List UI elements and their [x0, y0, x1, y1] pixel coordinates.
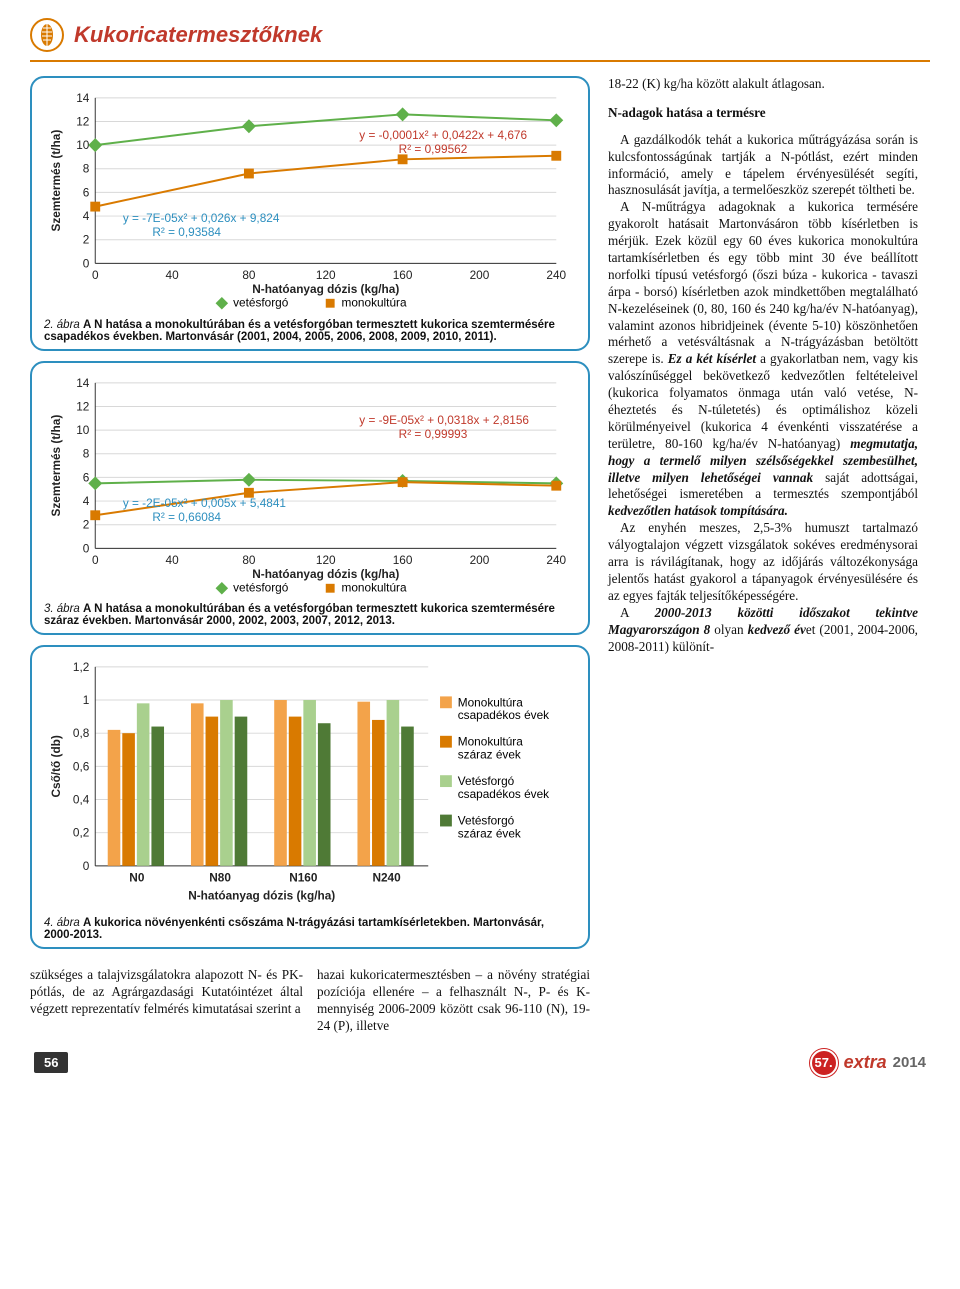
svg-text:Vetésforgószáraz évek: Vetésforgószáraz évek	[458, 814, 521, 841]
svg-text:N0: N0	[129, 871, 145, 885]
svg-text:8: 8	[83, 162, 90, 176]
svg-text:Vetésforgócsapadékos évek: Vetésforgócsapadékos évek	[458, 774, 549, 801]
svg-text:8: 8	[83, 446, 90, 460]
svg-text:2: 2	[83, 233, 90, 247]
svg-text:0: 0	[83, 859, 90, 873]
svg-text:0: 0	[92, 268, 99, 282]
svg-text:4: 4	[83, 494, 90, 508]
svg-text:40: 40	[166, 553, 180, 567]
svg-text:0: 0	[83, 541, 90, 555]
svg-text:160: 160	[393, 553, 413, 567]
right-p3: A N-műtrágya adagoknak a kukorica termés…	[608, 199, 918, 520]
figure-3: 0 2 4 6 8 10 12 14 0 40 80 120 160 200 240 y = -2E-05x²…	[30, 361, 590, 636]
svg-text:2: 2	[83, 517, 90, 531]
right-h2: N-adagok hatása a termésre	[608, 105, 918, 122]
svg-text:160: 160	[393, 268, 413, 282]
svg-text:40: 40	[166, 268, 180, 282]
below-left-text: szükséges a talajvizsgálatokra alapozott…	[30, 967, 303, 1018]
svg-text:R² = 0,66084: R² = 0,66084	[152, 509, 221, 523]
svg-text:6: 6	[83, 470, 90, 484]
svg-text:R² = 0,99993: R² = 0,99993	[399, 427, 468, 441]
svg-text:y = -2E-05x² + 0,005x + 5,4841: y = -2E-05x² + 0,005x + 5,4841	[123, 496, 286, 510]
svg-text:N160: N160	[289, 871, 318, 885]
svg-text:0,8: 0,8	[73, 726, 90, 740]
svg-text:R² = 0,93584: R² = 0,93584	[152, 225, 221, 239]
issue-badge-icon: 57.	[810, 1049, 838, 1077]
svg-text:Szemtermés (t/ha): Szemtermés (t/ha)	[49, 414, 63, 516]
svg-text:Monokultúraszáraz évek: Monokultúraszáraz évek	[458, 735, 523, 762]
figure-4: 0 0,2 0,4 0,6 0,8 1 1,2 N0 N80 N160 N240 N-hatóanya…	[30, 645, 590, 949]
figure-4-caption: 4. ábra A kukorica növényenkénti csőszám…	[44, 917, 576, 941]
svg-text:1: 1	[83, 693, 90, 707]
svg-text:120: 120	[316, 268, 336, 282]
svg-text:80: 80	[242, 268, 256, 282]
svg-text:y = -0,0001x² + 0,0422x + 4,67: y = -0,0001x² + 0,0422x + 4,676	[359, 128, 527, 142]
svg-text:6: 6	[83, 185, 90, 199]
svg-text:vetésforgó: vetésforgó	[233, 580, 289, 594]
svg-text:200: 200	[470, 553, 490, 567]
svg-text:Szemtermés (t/ha): Szemtermés (t/ha)	[49, 130, 63, 232]
svg-text:y = -9E-05x² + 0,0318x + 2,815: y = -9E-05x² + 0,0318x + 2,8156	[359, 413, 529, 427]
svg-text:10: 10	[76, 423, 90, 437]
page-header: Kukoricatermesztőknek	[30, 18, 930, 52]
svg-text:10: 10	[76, 138, 90, 152]
svg-text:0: 0	[83, 256, 90, 270]
svg-text:vetésforgó: vetésforgó	[233, 296, 289, 310]
svg-text:240: 240	[546, 268, 566, 282]
page-number: 56	[34, 1052, 68, 1073]
svg-text:1,2: 1,2	[73, 660, 89, 674]
corn-logo-icon	[30, 18, 64, 52]
svg-text:240: 240	[546, 553, 566, 567]
svg-text:N-hatóanyag dózis (kg/ha): N-hatóanyag dózis (kg/ha)	[188, 889, 335, 903]
svg-text:80: 80	[242, 553, 256, 567]
svg-text:4: 4	[83, 209, 90, 223]
below-right-text: hazai kukoricatermesztésben – a növény s…	[317, 967, 590, 1035]
footer: 56 57. extra 2014	[30, 1049, 930, 1077]
figure-2: 0 2 4 6 8 10 12 14 0 40 80 120 160 200 240 y = -7E-05x²…	[30, 76, 590, 351]
svg-text:N-hatóanyag dózis (kg/ha): N-hatóanyag dózis (kg/ha)	[252, 282, 399, 296]
svg-text:0,4: 0,4	[73, 793, 90, 807]
svg-text:0,6: 0,6	[73, 759, 90, 773]
below-fig-columns: szükséges a talajvizsgálatokra alapozott…	[30, 967, 590, 1035]
svg-text:14: 14	[76, 375, 90, 389]
footer-brand: 57. extra 2014	[810, 1049, 926, 1077]
figure-3-caption: 3. ábra A N hatása a monokultúrában és a…	[44, 603, 576, 627]
svg-text:N80: N80	[209, 871, 231, 885]
header-title: Kukoricatermesztőknek	[74, 22, 322, 48]
svg-text:12: 12	[76, 399, 89, 413]
right-p4: Az enyhén meszes, 2,5-3% humuszt tartalm…	[608, 520, 918, 604]
right-p5: A 2000-2013 közötti időszakot tekintve M…	[608, 605, 918, 656]
svg-text:Monokultúracsapadékos évek: Monokultúracsapadékos évek	[458, 695, 549, 722]
svg-text:0,2: 0,2	[73, 826, 89, 840]
svg-text:120: 120	[316, 553, 336, 567]
right-p1: 18-22 (K) kg/ha között alakult átlagosan…	[608, 76, 918, 93]
svg-text:y = -7E-05x² + 0,026x + 9,824: y = -7E-05x² + 0,026x + 9,824	[123, 211, 280, 225]
svg-text:monokultúra: monokultúra	[342, 580, 407, 594]
svg-text:12: 12	[76, 114, 89, 128]
svg-text:Cső/tő (db): Cső/tő (db)	[49, 735, 63, 797]
svg-text:14: 14	[76, 91, 90, 105]
svg-text:N-hatóanyag dózis (kg/ha): N-hatóanyag dózis (kg/ha)	[252, 566, 399, 580]
svg-text:N240: N240	[372, 871, 401, 885]
svg-text:0: 0	[92, 553, 99, 567]
svg-text:200: 200	[470, 268, 490, 282]
right-column: 18-22 (K) kg/ha között alakult átlagosan…	[608, 76, 918, 1035]
header-rule	[30, 60, 930, 62]
svg-text:monokultúra: monokultúra	[342, 296, 407, 310]
svg-text:R² = 0,99562: R² = 0,99562	[399, 142, 468, 156]
figure-2-caption: 2. ábra A N hatása a monokultúrában és a…	[44, 319, 576, 343]
right-p2: A gazdálkodók tehát a kukorica műtrágyáz…	[608, 132, 918, 200]
